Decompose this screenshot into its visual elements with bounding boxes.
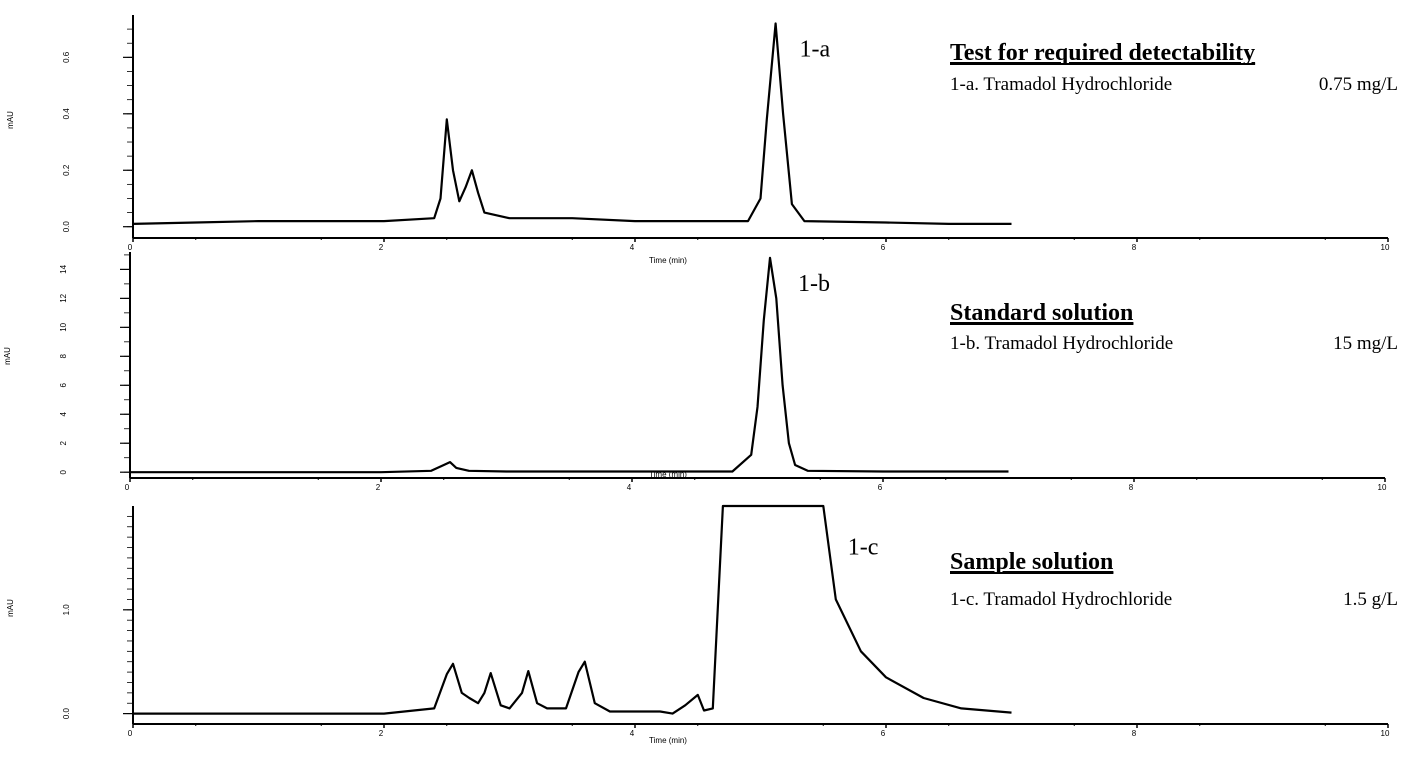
x-tick-label: 8: [1129, 483, 1134, 492]
x-tick-label: 6: [881, 729, 886, 738]
y-tick-label: 8: [59, 354, 68, 359]
y-tick-label: 0.0: [62, 708, 71, 720]
x-axis-label: Time (min): [649, 470, 687, 479]
concentration-value: 0.75 mg/L: [1319, 74, 1398, 95]
y-tick-label: 0: [59, 469, 68, 474]
y-tick-label: 4: [59, 411, 68, 416]
compound-description: 1-a. Tramadol Hydrochloride: [950, 74, 1172, 95]
x-tick-label: 2: [379, 729, 384, 738]
x-tick-label: 6: [878, 483, 883, 492]
y-tick-label: 0.0: [62, 221, 71, 233]
x-tick-label: 10: [1378, 483, 1387, 492]
y-tick-label: 2: [59, 440, 68, 445]
y-axis-label: mAU: [3, 347, 12, 365]
x-tick-label: 4: [630, 729, 635, 738]
x-tick-label: 8: [1132, 729, 1137, 738]
concentration-value: 15 mg/L: [1333, 333, 1398, 354]
chromatogram-trace: [132, 22, 1012, 225]
y-tick-label: 0.6: [62, 51, 71, 63]
x-tick-label: 0: [125, 483, 130, 492]
y-tick-label: 12: [59, 293, 68, 302]
y-tick-label: 10: [59, 322, 68, 331]
y-axis-label: mAU: [6, 111, 15, 129]
peak-label: 1-a: [800, 36, 831, 62]
y-tick-label: 14: [59, 264, 68, 273]
peak-label: 1-c: [848, 535, 879, 561]
chromatogram-trace: [133, 504, 1012, 715]
y-tick-label: 1.0: [62, 604, 71, 616]
x-tick-label: 0: [128, 243, 133, 252]
compound-description: 1-c. Tramadol Hydrochloride: [950, 589, 1172, 610]
x-tick-label: 2: [376, 483, 381, 492]
x-tick-label: 4: [630, 243, 635, 252]
x-tick-label: 8: [1132, 243, 1137, 252]
x-tick-label: 2: [379, 243, 384, 252]
chart-panel-1: 0 2 4 6 8 10 Time (min) 0.0 0.2 0.4 0.6 mAU 1-a Test …: [6, 15, 1398, 265]
x-tick-label: 10: [1381, 243, 1390, 252]
x-tick-label: 4: [627, 483, 632, 492]
x-axis-label: Time (min): [649, 736, 687, 745]
y-axis-label: mAU: [6, 599, 15, 617]
peak-label: 1-b: [798, 271, 830, 297]
compound-description: 1-b. Tramadol Hydrochloride: [950, 333, 1173, 354]
chart-panel-3: 0 2 4 6 8 10 Time (min) 0.0 1.0 mAU 1-c Sample solu…: [6, 504, 1398, 745]
x-axis-label: Time (min): [649, 256, 687, 265]
panel-heading: Test for required detectability: [950, 40, 1255, 66]
y-tick-label: 0.2: [62, 164, 71, 176]
chromatogram-trace: [130, 256, 1009, 474]
panel-heading: Sample solution: [950, 549, 1113, 575]
chart-panel-2: 0 2 4 6 8 10 Time (min) 0 2 4 6 8 10 12 14 mAU 1-b Standa…: [3, 252, 1398, 492]
panel-heading: Standard solution: [950, 300, 1133, 326]
x-tick-label: 6: [881, 243, 886, 252]
x-tick-label: 0: [128, 729, 133, 738]
y-tick-label: 6: [59, 383, 68, 388]
y-tick-label: 0.4: [62, 108, 71, 120]
x-tick-label: 10: [1381, 729, 1390, 738]
concentration-value: 1.5 g/L: [1343, 589, 1398, 610]
